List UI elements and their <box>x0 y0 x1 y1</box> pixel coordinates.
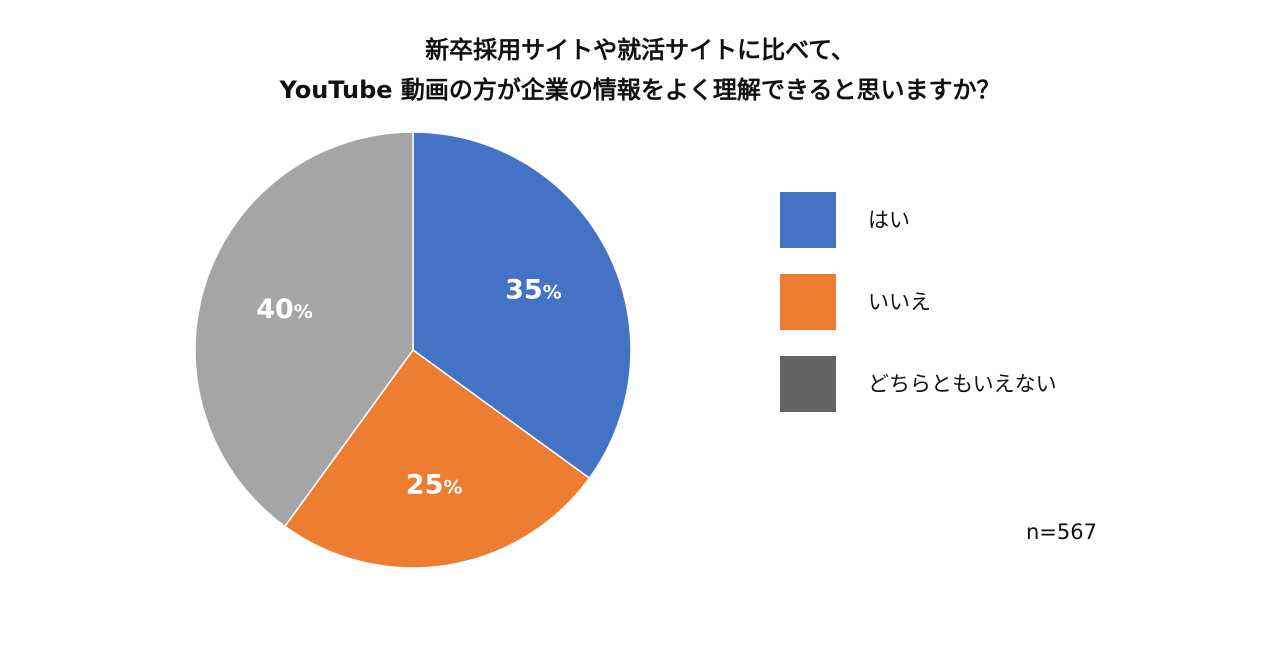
sample-size-note: n=567 <box>1026 520 1097 544</box>
chart-title: 新卒採用サイトや就活サイトに比べて、 YouTube 動画の方が企業の情報をよく… <box>0 30 1280 110</box>
legend-item-yes: はい <box>780 192 1180 248</box>
legend-label-no: いいえ <box>868 290 931 314</box>
slice-label-no: 25% <box>406 470 463 501</box>
legend-swatch-yes <box>780 192 836 248</box>
legend-label-yes: はい <box>868 208 910 232</box>
slice-label-yes: 35% <box>505 275 562 306</box>
slice-label-neither: 40% <box>256 294 313 325</box>
legend-swatch-no <box>780 274 836 330</box>
pie-slice-no <box>283 348 591 569</box>
chart-title-line-2: YouTube 動画の方が企業の情報をよく理解できると思いますか？ <box>279 76 1001 104</box>
pie-slice-neither <box>194 131 414 528</box>
legend-item-no: いいえ <box>780 274 1180 330</box>
chart-title-line-1: 新卒採用サイトや就活サイトに比べて、 <box>425 36 855 64</box>
legend-label-neither: どちらともいえない <box>868 372 1057 396</box>
pie-slice-yes <box>412 131 632 480</box>
legend-item-neither: どちらともいえない <box>780 356 1180 412</box>
legend-swatch-neither <box>780 356 836 412</box>
